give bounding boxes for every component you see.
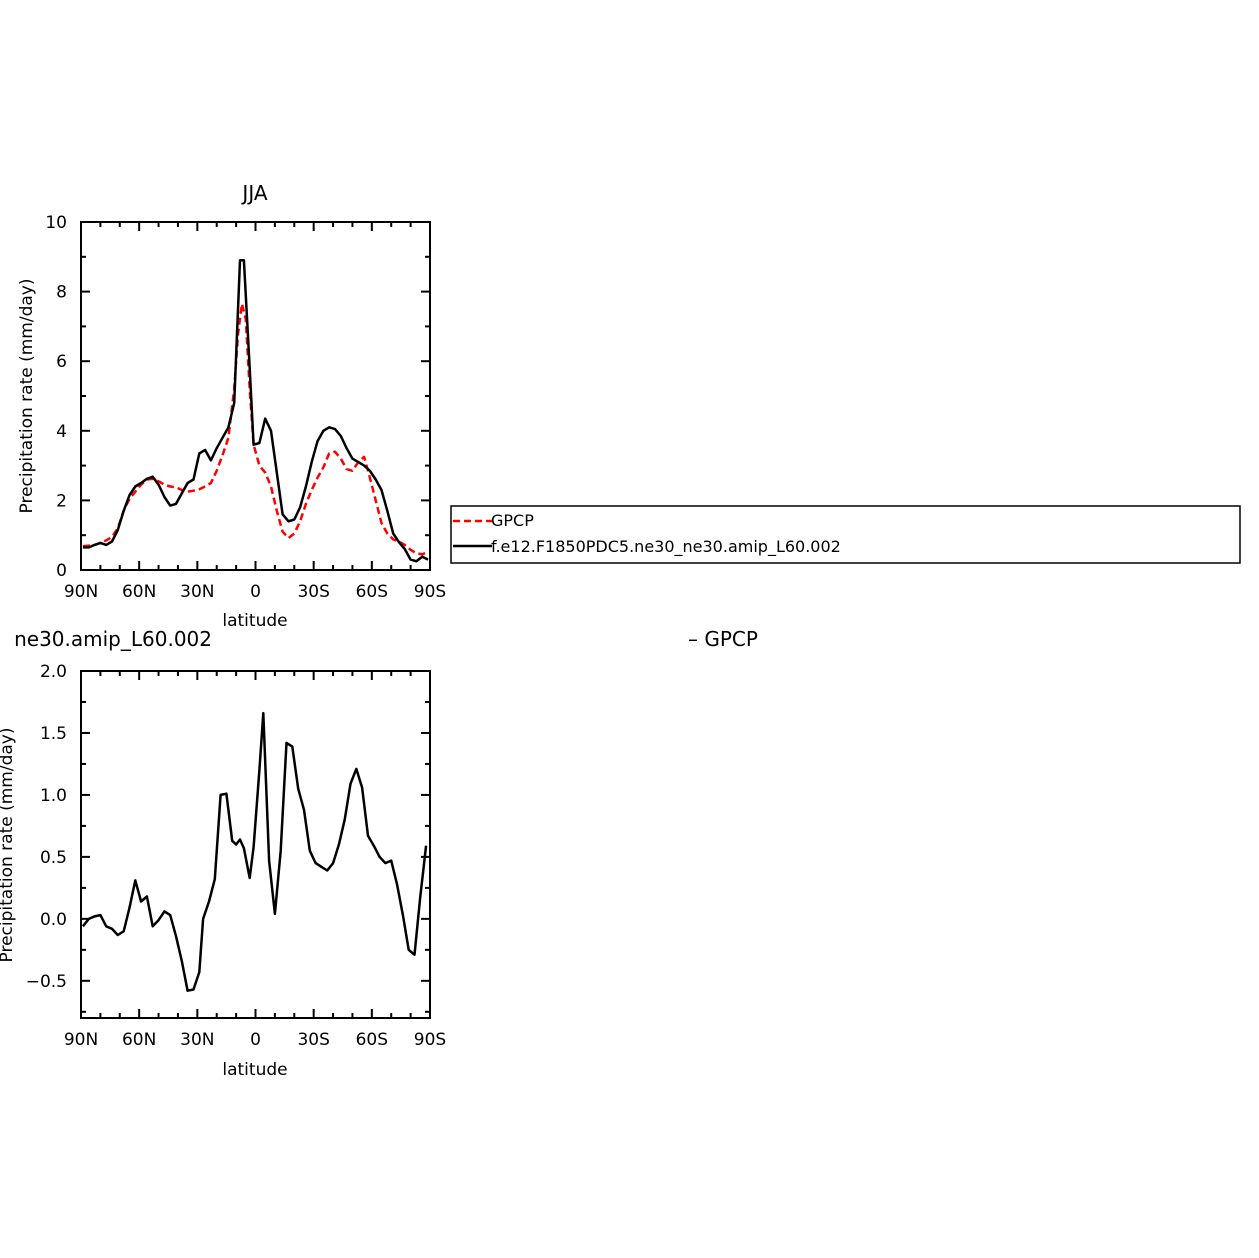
panel-top-frame (80, 221, 431, 571)
x-tick-label: 30S (297, 582, 329, 602)
x-tick-label: 90S (414, 1030, 446, 1050)
panel-bottom: ne30.amip_L60.002 – GPCP Precipitation r… (0, 627, 758, 1080)
y-tick-label: 2 (56, 491, 67, 511)
y-tick-label: 6 (56, 352, 67, 372)
x-tick-label: 30N (180, 582, 214, 602)
y-tick-label: −0.5 (26, 972, 67, 992)
y-tick-label: 1.5 (40, 724, 67, 744)
legend: GPCP f.e12.F1850PDC5.ne30_ne30.amip_L60.… (450, 505, 1241, 564)
y-tick-label: 0.5 (40, 848, 67, 868)
series-line-1-0 (81, 711, 428, 992)
x-tick-label: 30N (180, 1030, 214, 1050)
y-tick-label: 1.0 (40, 786, 67, 806)
series-line-0-1 (82, 259, 429, 563)
panel-top-lines (82, 259, 429, 563)
x-tick-label: 60S (356, 582, 388, 602)
legend-box (450, 505, 1241, 564)
y-tick-label: 0.0 (40, 910, 67, 930)
y-tick-label: 2.0 (40, 662, 67, 682)
panel-top-title: JJA (240, 181, 267, 205)
panel-bottom-lines (81, 711, 428, 992)
y-tick-label: 0 (56, 561, 67, 581)
series-line-0-0 (82, 302, 429, 556)
x-tick-label: 30S (297, 1030, 329, 1050)
legend-label-gpcp: GPCP (491, 511, 534, 530)
x-tick-label: 90N (64, 582, 98, 602)
panel-bottom-title: ne30.amip_L60.002 (14, 627, 212, 651)
panel-top-xlabel: latitude (222, 611, 287, 631)
x-tick-label: 0 (250, 1030, 261, 1050)
x-tick-label: 0 (250, 582, 261, 602)
x-tick-label: 60N (122, 1030, 156, 1050)
x-tick-label: 60N (122, 582, 156, 602)
y-tick-label: 8 (56, 283, 67, 303)
legend-label-model: f.e12.F1850PDC5.ne30_ne30.amip_L60.002 (491, 537, 841, 557)
y-tick-label: 4 (56, 422, 67, 442)
panel-bottom-ticks: 90N 60N 30N 0 30S 60S 90S −0.5 0.0 0.5 1.0 1.5 2.0 (26, 662, 447, 1050)
panel-bottom-frame (80, 670, 431, 1019)
y-tick-label: 10 (45, 213, 67, 233)
panel-top-ylabel: Precipitation rate (mm/day) (17, 279, 37, 514)
x-tick-label: 90S (414, 582, 446, 602)
panel-top-ticks: 90N 60N 30N 0 30S 60S 90S 0 2 4 6 8 10 (45, 213, 446, 602)
panel-bottom-title-suffix: – GPCP (688, 627, 758, 651)
panel-bottom-xlabel: latitude (222, 1060, 287, 1080)
panel-top: JJA Precipitation rate (mm/day) latitude… (17, 181, 446, 631)
panel-bottom-ylabel: Precipitation rate (mm/day) (0, 728, 17, 963)
x-tick-label: 60S (356, 1030, 388, 1050)
x-tick-label: 90N (64, 1030, 98, 1050)
